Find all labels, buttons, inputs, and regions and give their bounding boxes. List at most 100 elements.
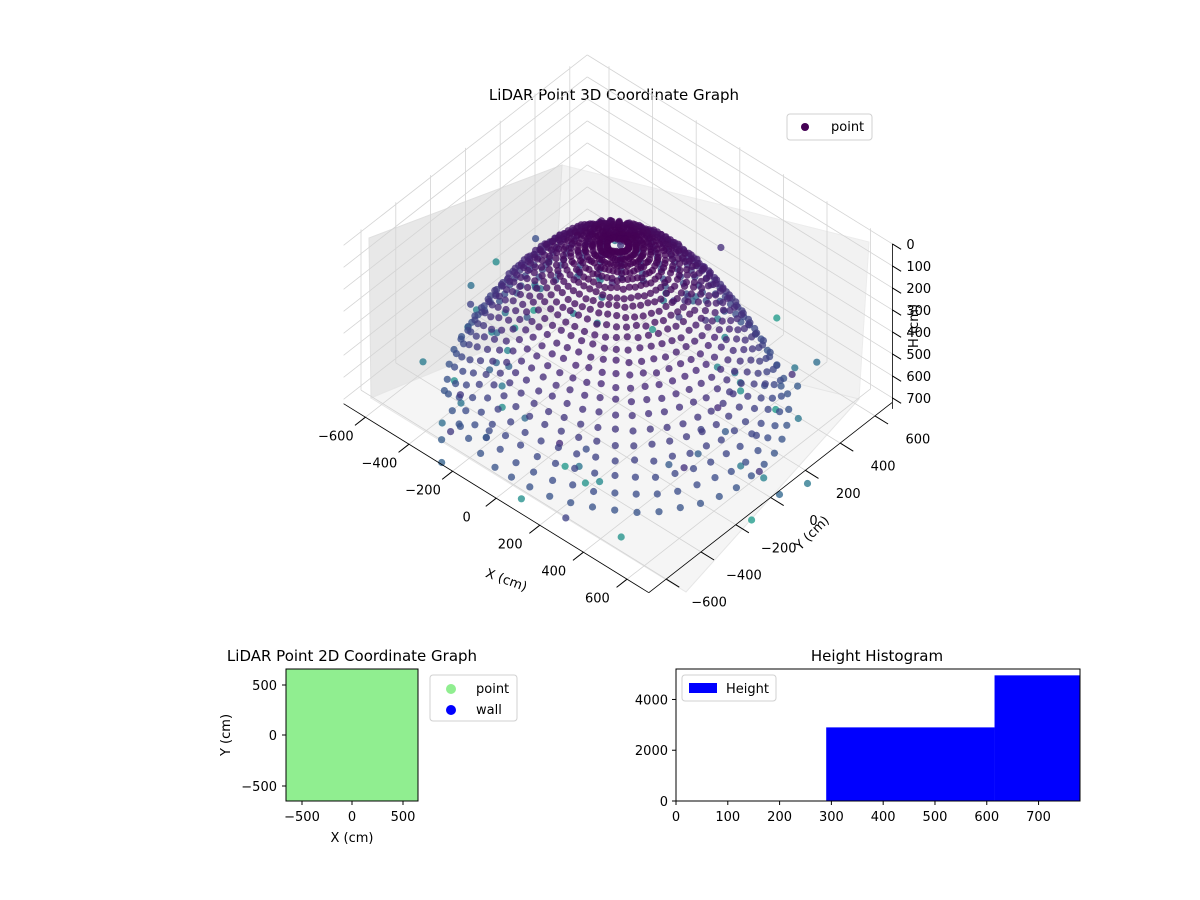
data-point <box>617 533 625 541</box>
y-tick-label: 0 <box>809 514 817 529</box>
data-point <box>562 514 570 522</box>
chart-histogram: Height Histogram 0 100 200 300 400 500 600 700 … <box>635 647 1081 825</box>
histogram-y-ticks: 0 2000 4000 <box>635 693 676 810</box>
data-point <box>535 323 543 331</box>
data-point <box>528 364 536 372</box>
data-point <box>770 449 779 457</box>
data-point <box>595 281 603 289</box>
data-point <box>650 457 658 465</box>
data-point <box>622 323 631 331</box>
data-point <box>617 262 625 270</box>
data-point <box>659 317 668 325</box>
data-point <box>465 434 473 442</box>
data-point <box>639 312 647 320</box>
data-point <box>556 272 564 280</box>
data-point <box>535 387 543 395</box>
data-point <box>531 277 539 285</box>
data-point <box>445 360 453 368</box>
data-point <box>683 266 691 274</box>
data-point <box>719 306 728 314</box>
data-point <box>612 345 620 353</box>
data-point <box>698 428 706 436</box>
data-point <box>579 259 587 267</box>
data-point <box>534 306 543 314</box>
y-tick-line <box>735 524 750 534</box>
data-point <box>692 366 700 374</box>
data-point <box>674 487 682 495</box>
data-point <box>596 394 604 402</box>
data-point <box>685 385 693 394</box>
data-point <box>576 268 584 276</box>
chart-2d-ytick: −500 <box>241 780 277 795</box>
data-point <box>480 322 488 330</box>
data-point <box>663 423 671 431</box>
data-point <box>713 385 722 393</box>
data-point <box>727 467 735 476</box>
x-tick-line <box>616 578 628 588</box>
data-point <box>564 282 572 290</box>
chart-3d-points <box>419 216 821 541</box>
data-point <box>516 290 525 299</box>
data-point <box>547 271 555 279</box>
data-point <box>589 340 597 348</box>
data-point <box>760 474 768 482</box>
data-point <box>586 305 594 313</box>
data-point <box>594 423 602 432</box>
data-point <box>539 373 547 381</box>
data-point <box>472 332 480 340</box>
data-point <box>763 368 771 376</box>
data-point <box>714 404 722 412</box>
data-point <box>440 387 448 395</box>
data-point <box>668 377 677 385</box>
grid-line <box>626 388 871 580</box>
data-point <box>471 421 479 429</box>
data-point <box>712 299 720 307</box>
data-point <box>488 301 496 309</box>
z-tick-line <box>892 287 902 294</box>
data-point <box>438 436 446 444</box>
data-point <box>533 284 541 292</box>
data-point <box>773 314 781 322</box>
data-point <box>794 414 802 423</box>
data-point <box>677 289 686 297</box>
data-point <box>452 380 460 388</box>
y-tick-label: −600 <box>691 596 727 611</box>
data-point <box>719 299 727 307</box>
data-point <box>569 287 578 295</box>
data-point <box>530 269 538 277</box>
data-point <box>723 376 731 384</box>
data-point <box>737 379 745 387</box>
data-point <box>687 355 695 364</box>
data-point <box>696 350 705 358</box>
data-point <box>516 315 524 324</box>
data-point <box>598 368 606 376</box>
data-point <box>623 333 631 341</box>
data-point <box>722 336 730 344</box>
data-point <box>599 355 607 363</box>
x-tick-line <box>529 524 541 534</box>
chart-2d: LiDAR Point 2D Coordinate Graph −500 0 5… <box>219 647 518 846</box>
data-point <box>462 407 470 415</box>
z-tick-label: 0 <box>906 238 914 253</box>
data-point <box>668 298 676 306</box>
data-point <box>490 335 499 343</box>
legend-swatch-height <box>689 683 717 693</box>
data-point <box>527 259 535 267</box>
grid-line <box>343 142 588 334</box>
data-point <box>517 357 526 365</box>
data-point <box>491 463 499 471</box>
data-point <box>552 298 561 306</box>
data-point <box>481 309 489 317</box>
data-point <box>630 442 638 450</box>
data-point <box>495 314 503 322</box>
z-tick-label: 300 <box>906 304 931 319</box>
data-point <box>571 322 579 331</box>
data-point <box>624 346 632 354</box>
y-tick-label: 400 <box>871 460 896 475</box>
data-point <box>721 428 730 436</box>
data-point <box>729 390 737 398</box>
x-tick-line <box>398 443 410 453</box>
x-tick-line <box>441 470 453 480</box>
data-point <box>662 289 671 297</box>
data-point <box>485 427 493 435</box>
